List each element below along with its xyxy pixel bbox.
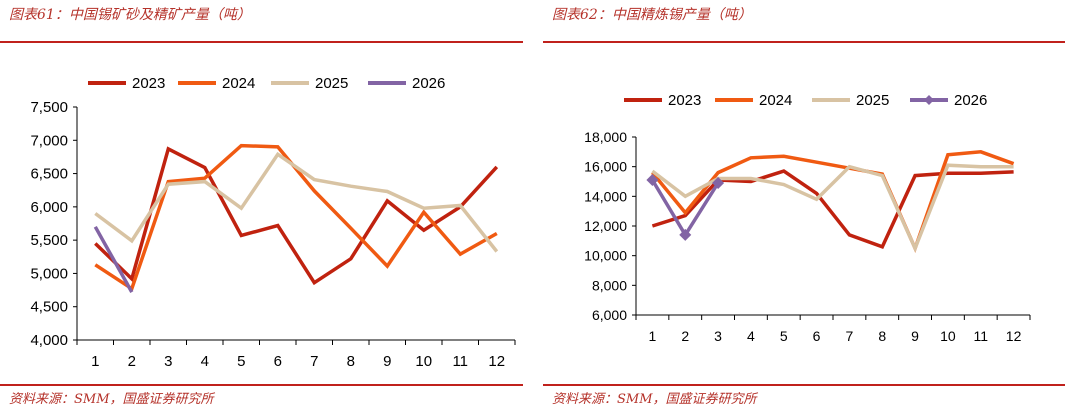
series-line-2023 (651, 169, 1014, 249)
y-tick-label: 6,500 (30, 166, 68, 183)
x-tick-label: 8 (347, 353, 355, 370)
legend-label-2023: 2023 (668, 92, 701, 109)
x-tick-label: 10 (940, 328, 956, 344)
legend-label-2024: 2024 (759, 92, 792, 109)
y-tick-label: 4,000 (30, 332, 68, 349)
x-tick-label: 4 (201, 353, 209, 370)
right-bottom-divider (543, 384, 1065, 386)
right-top-divider (543, 41, 1065, 43)
x-tick-label: 1 (91, 353, 99, 370)
data-point-2026 (712, 176, 725, 189)
right-source-note: 资料来源：SMM，国盛证券研究所 (552, 392, 757, 407)
x-tick-label: 12 (488, 353, 505, 370)
x-tick-label: 6 (813, 328, 821, 344)
left-bottom-divider (0, 384, 523, 386)
x-tick-label: 2 (128, 353, 136, 370)
x-tick-label: 5 (237, 353, 245, 370)
series-line-2025 (94, 151, 499, 253)
legend-label-2026: 2026 (412, 75, 445, 92)
y-tick-label: 18,000 (584, 129, 627, 145)
x-tick-label: 7 (310, 353, 318, 370)
left-line-chart: 2023 2024 2025 2026 4,000 4,500 5,000 5,500 6,00… (30, 75, 516, 370)
left-figure-panel: 图表61：中国锡矿砂及精矿产量（吨） 2023 2024 2025 2026 4,000… (0, 0, 523, 410)
y-tick-label: 6,000 (592, 307, 627, 323)
x-tick-label: 8 (878, 328, 886, 344)
x-tick-label: 9 (383, 353, 391, 370)
right-line-chart: 2023 2024 2025 20266,0008,00010,00012,00014… (584, 92, 1031, 344)
legend-label-2026: 2026 (954, 92, 987, 109)
y-tick-label: 12,000 (584, 218, 627, 234)
x-tick-label: 3 (164, 353, 172, 370)
x-tick-label: 5 (780, 328, 788, 344)
legend-label-2025: 2025 (856, 92, 889, 109)
legend-marker-2026 (924, 95, 934, 105)
y-tick-label: 4,500 (30, 299, 68, 316)
y-tick-label: 5,500 (30, 232, 68, 249)
left-source-note: 资料来源：SMM，国盛证券研究所 (9, 392, 214, 407)
series-line-2024 (651, 150, 1015, 254)
x-tick-label: 4 (747, 328, 755, 344)
x-tick-label: 11 (452, 353, 468, 370)
x-tick-label: 7 (846, 328, 854, 344)
y-tick-label: 6,000 (30, 199, 68, 216)
y-tick-label: 10,000 (584, 248, 627, 264)
legend-label-2023: 2023 (132, 75, 165, 92)
x-tick-label: 10 (415, 353, 432, 370)
x-tick-label: 9 (911, 328, 919, 344)
left-figure-title: 图表61：中国锡矿砂及精矿产量（吨） (9, 7, 251, 23)
right-figure-title: 图表62：中国精炼锡产量（吨） (552, 7, 752, 23)
series-line-2025 (651, 163, 1014, 253)
y-tick-label: 7,500 (30, 99, 68, 116)
y-tick-label: 14,000 (584, 188, 627, 204)
x-tick-label: 12 (1006, 328, 1022, 344)
left-top-divider (0, 41, 523, 43)
x-tick-label: 3 (714, 328, 722, 344)
data-point-2026 (679, 228, 692, 241)
series-line-2026 (93, 225, 134, 293)
legend-label-2025: 2025 (315, 75, 348, 92)
right-figure-panel: 图表62：中国精炼锡产量（吨） 2023 2024 2025 2026 6,000 8,0… (543, 0, 1065, 410)
legend-label-2024: 2024 (222, 75, 255, 92)
x-tick-label: 6 (274, 353, 282, 370)
series-line-2023 (94, 146, 499, 286)
x-tick-label: 1 (649, 328, 657, 344)
y-tick-label: 8,000 (592, 277, 627, 293)
data-point-2026 (646, 174, 659, 187)
x-tick-label: 11 (973, 328, 988, 344)
y-tick-label: 16,000 (584, 159, 627, 175)
x-tick-label: 2 (681, 328, 689, 344)
y-tick-label: 5,000 (30, 265, 68, 282)
y-tick-label: 7,000 (30, 132, 68, 149)
